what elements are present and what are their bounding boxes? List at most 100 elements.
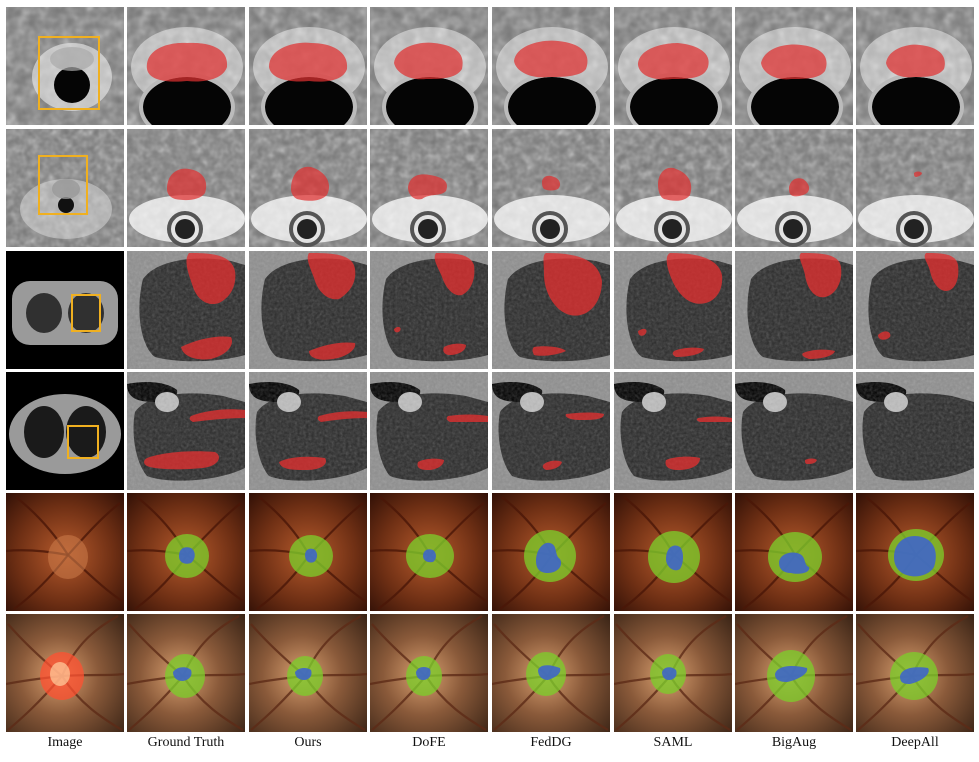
column-label-ground-truth: Ground Truth (147, 735, 225, 750)
segmentation-mask (181, 336, 233, 360)
column-label-image: Image (47, 735, 83, 750)
result-fundus-r6-c5 (492, 614, 610, 732)
result-fundus-r6-c3 (249, 614, 367, 732)
result-lung-ct-r3-c4 (370, 251, 488, 369)
result-prostate-mri-r1-c4 (370, 7, 488, 125)
optic-cup-mask (894, 535, 936, 577)
column-label-saml: SAML (653, 735, 693, 750)
column-label-deepall: DeepAll (891, 735, 939, 750)
segmentation-mask (542, 460, 562, 470)
optic-cup-mask (662, 667, 677, 680)
input-image-lung-ct-r3-c1 (6, 251, 124, 369)
segmentation-mask (279, 456, 327, 470)
optic-cup-mask (423, 549, 436, 563)
rectum-region (265, 77, 353, 125)
rectum-region (630, 77, 718, 125)
segmentation-mask (565, 412, 604, 420)
result-prostate-mri-r2-c7 (735, 129, 853, 247)
segmentation-mask (789, 178, 810, 197)
result-prostate-mri-r1-c6 (614, 7, 732, 125)
segmentation-mask (167, 168, 207, 201)
input-image-fundus-r6-c1 (6, 614, 124, 732)
result-lung-ct-r4-c6 (614, 372, 732, 490)
rectum-region (143, 77, 231, 125)
roi-box (71, 294, 101, 332)
segmentation-mask (658, 167, 692, 201)
result-lung-ct-r4-c5 (492, 372, 610, 490)
optic-cup-mask (779, 552, 810, 574)
segmentation-mask (543, 253, 602, 316)
result-lung-ct-r3-c5 (492, 251, 610, 369)
result-fundus-r6-c8 (856, 614, 974, 732)
rectum-region (872, 77, 960, 125)
optic-cup-mask (295, 667, 312, 680)
result-fundus-r6-c6 (614, 614, 732, 732)
segmentation-mask (924, 253, 959, 291)
input-image-fundus-r5-c1 (6, 493, 124, 611)
optic-cup-mask (416, 667, 431, 680)
optic-cup-mask (666, 545, 683, 571)
segmentation-mask (317, 411, 367, 422)
optic-disc (48, 535, 88, 579)
segmentation-mask (309, 342, 356, 360)
result-fundus-r5-c7 (735, 493, 853, 611)
segmentation-mask (666, 253, 723, 304)
segmentation-mask (542, 175, 561, 191)
segmentation-mask (186, 253, 236, 305)
segmentation-mask (665, 456, 700, 470)
result-prostate-mri-r2-c8 (856, 129, 974, 247)
segmentation-mask (914, 171, 922, 177)
result-prostate-mri-r2-c5 (492, 129, 610, 247)
segmentation-mask (146, 42, 228, 82)
result-lung-ct-r4-c3 (249, 372, 367, 490)
segmentation-mask (672, 347, 704, 357)
result-fundus-r5-c5 (492, 493, 610, 611)
result-lung-ct-r3-c8 (856, 251, 974, 369)
segmentation-mask (269, 42, 348, 82)
result-prostate-mri-r1-c2 (127, 7, 245, 125)
segmentation-mask (532, 346, 566, 356)
input-image-prostate-mri-r2-c1 (6, 129, 124, 247)
result-fundus-r6-c4 (370, 614, 488, 732)
result-prostate-mri-r1-c5 (492, 7, 610, 125)
optic-cup-mask (775, 666, 808, 682)
segmentation-mask (443, 343, 466, 355)
result-lung-ct-r4-c2 (127, 372, 245, 490)
segmentation-mask (696, 416, 732, 422)
result-prostate-mri-r1-c8 (856, 7, 974, 125)
result-prostate-mri-r1-c7 (735, 7, 853, 125)
roi-box (38, 36, 100, 110)
optic-cup-mask (305, 548, 318, 563)
optic-cup-mask (179, 547, 195, 564)
result-lung-ct-r4-c7 (735, 372, 853, 490)
optic-cup-mask (900, 667, 929, 684)
segmentation-mask (189, 409, 245, 422)
segmentation-mask (408, 174, 448, 200)
result-lung-ct-r3-c3 (249, 251, 367, 369)
result-lung-ct-r4-c8 (856, 372, 974, 490)
segmentation-mask (434, 253, 475, 296)
segmentation-mask (878, 331, 891, 340)
result-prostate-mri-r2-c2 (127, 129, 245, 247)
segmentation-mask (799, 253, 842, 298)
input-image-prostate-mri-r1-c1 (6, 7, 124, 125)
optic-cup-mask (173, 667, 192, 681)
result-lung-ct-r3-c7 (735, 251, 853, 369)
segmentation-mask (638, 43, 709, 80)
rectum-region (751, 77, 839, 125)
result-fundus-r6-c2 (127, 614, 245, 732)
column-label-feddg: FedDG (530, 735, 572, 750)
column-label-bigaug: BigAug (771, 735, 817, 750)
optic-cup-mask (536, 542, 562, 573)
roi-box (67, 425, 99, 459)
optic-cup-mask (538, 665, 561, 680)
result-fundus-r5-c8 (856, 493, 974, 611)
result-prostate-mri-r1-c3 (249, 7, 367, 125)
input-image-lung-ct-r4-c1 (6, 372, 124, 490)
result-fundus-r5-c2 (127, 493, 245, 611)
segmentation-mask (638, 328, 647, 336)
rectum-region (386, 77, 474, 125)
rectum-region (508, 77, 596, 125)
result-prostate-mri-r2-c4 (370, 129, 488, 247)
result-fundus-r5-c4 (370, 493, 488, 611)
